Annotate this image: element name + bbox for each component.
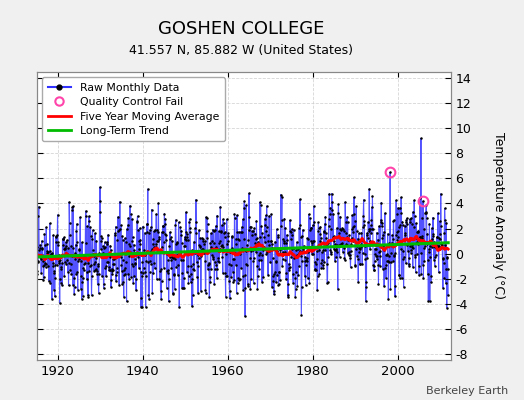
Y-axis label: Temperature Anomaly (°C): Temperature Anomaly (°C) <box>492 132 505 300</box>
Text: GOSHEN COLLEGE: GOSHEN COLLEGE <box>158 20 324 38</box>
Text: 41.557 N, 85.882 W (United States): 41.557 N, 85.882 W (United States) <box>129 44 353 57</box>
Legend: Raw Monthly Data, Quality Control Fail, Five Year Moving Average, Long-Term Tren: Raw Monthly Data, Quality Control Fail, … <box>42 78 225 141</box>
Text: Berkeley Earth: Berkeley Earth <box>426 386 508 396</box>
